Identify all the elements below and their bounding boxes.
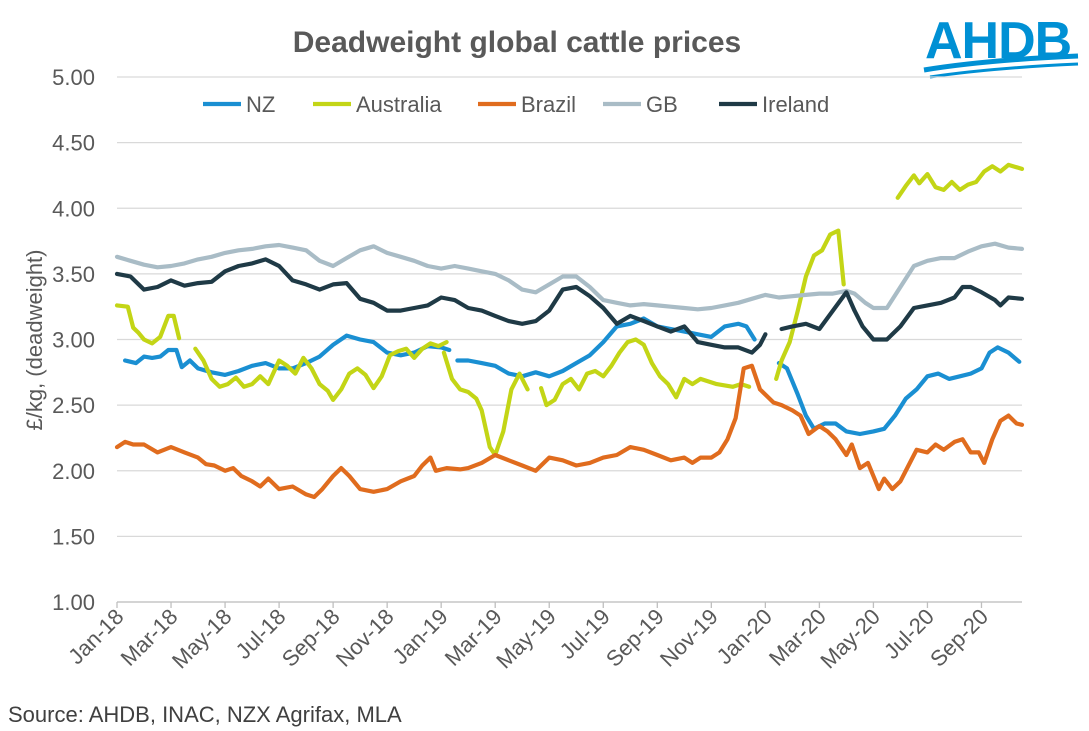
y-axis: 1.00 1.50 2.00 2.50 3.00 3.50 4.00 4.50 5.00 — [52, 65, 95, 615]
x-tick-label: May-18 — [167, 604, 237, 674]
series-line-nz — [439, 345, 452, 353]
y-tick-label: 5.00 — [52, 65, 95, 90]
legend-label: NZ — [246, 92, 275, 117]
y-tick-label: 2.00 — [52, 459, 95, 484]
series-ireland — [114, 257, 1025, 355]
x-tick-label: May-19 — [491, 604, 561, 674]
y-tick-label: 3.00 — [52, 328, 95, 353]
legend-label: Brazil — [521, 92, 576, 117]
x-tick-label: Sep-20 — [925, 604, 993, 672]
series-line-australia — [193, 340, 449, 402]
series-line-nz — [123, 333, 444, 377]
series-line-ireland — [779, 284, 1025, 342]
y-tick-label: 1.50 — [52, 524, 95, 549]
y-tick-label: 2.50 — [52, 393, 95, 418]
series-lines — [114, 162, 1025, 500]
x-tick-label: Nov-19 — [655, 604, 723, 672]
series-australia — [114, 162, 1025, 458]
series-line-ireland — [114, 257, 768, 355]
logo-wave-1 — [923, 53, 1079, 73]
legend-label: Australia — [356, 92, 442, 117]
legend-label: Ireland — [762, 92, 829, 117]
series-line-australia — [774, 228, 846, 381]
x-tick-label: Jan-19 — [387, 604, 452, 669]
x-tick-label: May-20 — [815, 604, 885, 674]
series-line-australia — [114, 303, 182, 346]
logo-wave-2 — [929, 62, 1079, 79]
series-line-nz — [455, 316, 757, 379]
chart-title: Deadweight global cattle prices — [293, 26, 741, 59]
x-tick-label: Nov-18 — [331, 604, 399, 672]
y-tick-label: 1.00 — [52, 590, 95, 615]
series-line-gb — [114, 241, 1025, 312]
y-tick-label: 4.00 — [52, 196, 95, 221]
series-line-australia — [895, 162, 1025, 200]
series-line-nz — [776, 345, 1022, 437]
y-tick-label: 4.50 — [52, 131, 95, 156]
x-tick-label: Jan-20 — [712, 604, 777, 669]
y-tick-label: 3.50 — [52, 262, 95, 287]
series-gb — [114, 241, 1025, 312]
source-note: Source: AHDB, INAC, NZX Agrifax, MLA — [8, 702, 402, 727]
x-axis: Jan-18Mar-18May-18Jul-18Sep-18Nov-18Jan-… — [63, 601, 1022, 674]
legend-label: GB — [646, 92, 678, 117]
y-axis-label: £/kg, (deadweight) — [22, 250, 47, 431]
series-line-brazil — [114, 363, 1025, 500]
series-nz — [123, 316, 1022, 437]
ahdb-logo: AHDB — [923, 12, 1079, 79]
series-line-australia — [539, 337, 752, 408]
x-tick-label: Sep-19 — [601, 604, 669, 672]
x-tick-label: Sep-18 — [277, 604, 345, 672]
series-line-australia — [441, 350, 530, 458]
legend: NZ Australia Brazil GB Ireland — [203, 92, 829, 117]
series-brazil — [114, 363, 1025, 500]
